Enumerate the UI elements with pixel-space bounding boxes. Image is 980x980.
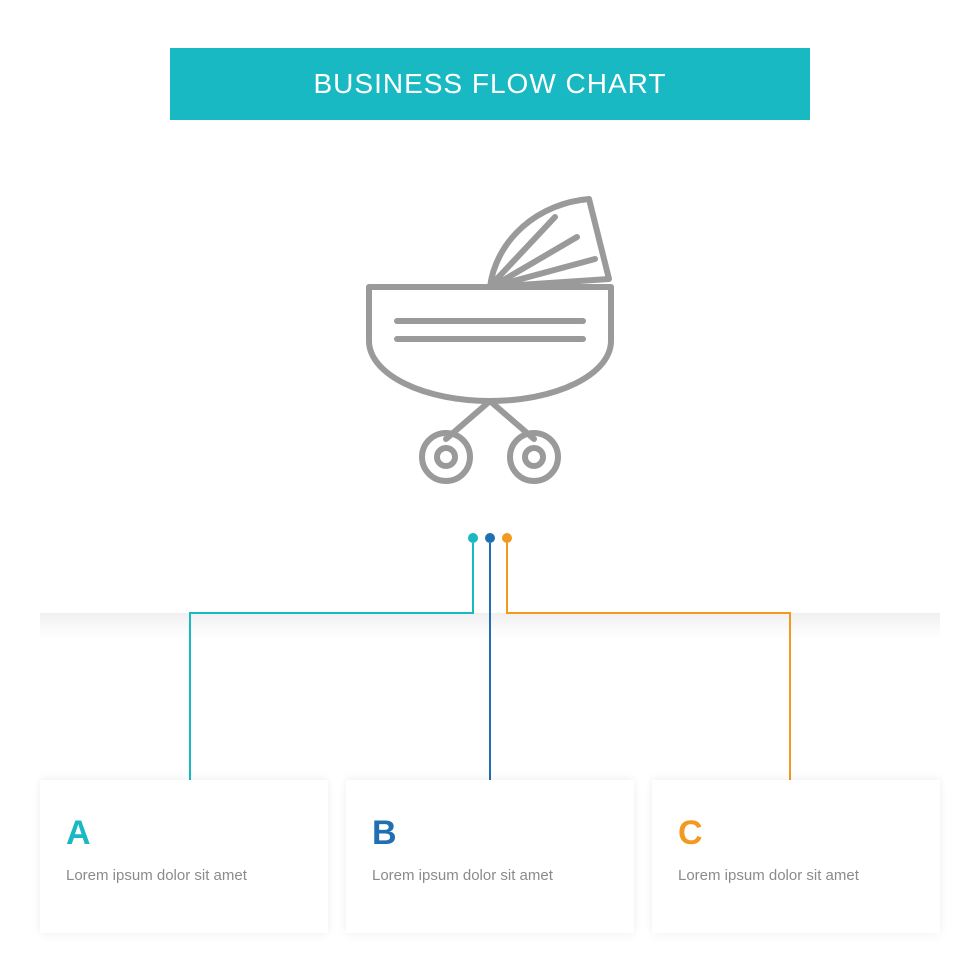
stroller-icon	[345, 175, 635, 490]
title-text: Business Flow Chart	[314, 68, 667, 100]
option-letter: C	[678, 814, 914, 853]
title-bar: Business Flow Chart	[170, 48, 810, 120]
option-letter: B	[372, 814, 608, 853]
option-card-c: C Lorem ipsum dolor sit amet	[652, 780, 940, 933]
option-body: Lorem ipsum dolor sit amet	[66, 865, 302, 887]
option-body: Lorem ipsum dolor sit amet	[678, 865, 914, 887]
option-letter: A	[66, 814, 302, 853]
card-row: A Lorem ipsum dolor sit amet B Lorem ipsum …	[40, 780, 940, 933]
option-card-b: B Lorem ipsum dolor sit amet	[346, 780, 634, 933]
infographic-stage: Business Flow Chart	[0, 0, 980, 980]
option-body: Lorem ipsum dolor sit amet	[372, 865, 608, 887]
shadow-track	[40, 613, 940, 641]
option-card-a: A Lorem ipsum dolor sit amet	[40, 780, 328, 933]
